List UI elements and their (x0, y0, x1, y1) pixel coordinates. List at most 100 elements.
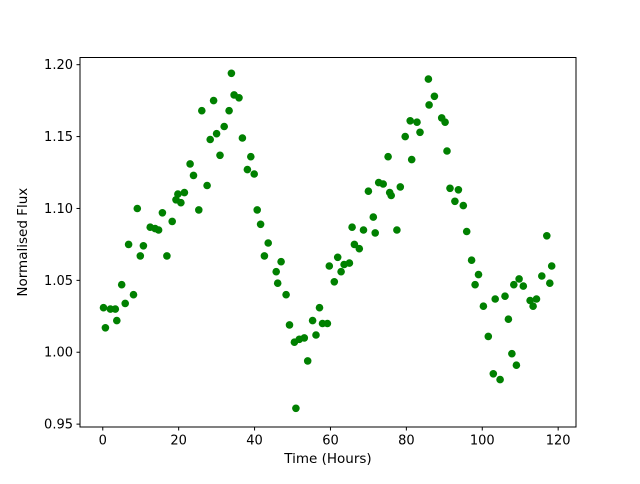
data-point (443, 147, 451, 155)
data-point (333, 253, 342, 262)
data-point (532, 295, 541, 303)
y-axis-label: Normalised Flux (15, 188, 31, 297)
y-axis-ticks (76, 64, 80, 425)
data-point (489, 370, 498, 378)
data-point (519, 282, 528, 290)
data-point (315, 303, 324, 312)
data-point (484, 332, 493, 341)
data-point (471, 280, 479, 289)
data-point (312, 331, 320, 339)
data-point (459, 201, 468, 210)
data-point (508, 349, 516, 358)
data-point (308, 316, 317, 325)
data-point (337, 267, 345, 276)
data-point (292, 404, 300, 413)
data-point (303, 357, 312, 365)
data-point (99, 303, 108, 312)
data-point (510, 280, 518, 289)
y-tick-label: 1.10 (44, 202, 73, 217)
x-tick-label: 20 (170, 434, 187, 449)
data-point (124, 240, 133, 249)
data-point (260, 252, 269, 260)
data-point (474, 270, 483, 279)
x-axis-label: Time (Hours) (283, 451, 371, 467)
data-point (256, 220, 265, 229)
data-point (467, 256, 476, 265)
data-point (348, 223, 356, 231)
data-point (139, 242, 148, 250)
x-tick-label: 120 (546, 434, 571, 449)
data-point (454, 186, 463, 194)
data-point (158, 209, 167, 217)
data-point (113, 316, 121, 325)
data-point (250, 170, 258, 178)
y-tick-label: 1.00 (44, 346, 73, 361)
data-point (272, 267, 281, 276)
data-point (547, 262, 556, 270)
data-point (504, 315, 513, 324)
y-tick-label: 0.95 (44, 418, 73, 433)
data-point (441, 118, 449, 126)
data-point (355, 244, 364, 253)
data-point (133, 204, 142, 213)
data-point (163, 252, 171, 260)
data-point (425, 101, 433, 109)
data-point (101, 324, 110, 332)
x-tick-label: 60 (322, 434, 339, 449)
data-point (393, 226, 401, 234)
data-point (416, 128, 424, 137)
data-point (300, 334, 309, 342)
data-point (186, 160, 194, 168)
data-point (369, 213, 378, 221)
data-point (543, 232, 551, 240)
data-point (451, 197, 459, 206)
data-point (247, 152, 255, 161)
data-point (371, 229, 380, 237)
data-point (225, 106, 233, 115)
data-point (330, 278, 339, 286)
data-point (384, 152, 392, 161)
data-point (117, 280, 126, 289)
data-point (111, 305, 120, 313)
data-point (154, 226, 163, 234)
data-point (401, 132, 410, 141)
data-point (243, 165, 252, 174)
data-point (206, 135, 214, 144)
data-point (285, 321, 294, 329)
data-point (273, 279, 282, 288)
data-point (538, 272, 546, 280)
data-point (168, 217, 176, 226)
data-point (277, 257, 285, 266)
data-point (501, 292, 509, 301)
data-point (129, 290, 138, 299)
data-point (529, 302, 537, 311)
x-tick-label: 80 (398, 434, 415, 449)
data-point (345, 259, 354, 267)
data-point (238, 134, 247, 142)
data-point (325, 262, 334, 270)
scatter-points (99, 69, 556, 413)
data-point (264, 239, 273, 247)
data-point (136, 252, 145, 260)
data-point (220, 122, 228, 131)
data-point (424, 75, 433, 83)
data-point (396, 183, 405, 191)
data-point (512, 361, 521, 370)
x-axis-tick-labels: 0 20 40 60 80 100 120 (99, 434, 571, 449)
data-point (446, 184, 454, 193)
data-point (496, 375, 504, 384)
data-point (462, 227, 471, 236)
data-point (282, 290, 290, 299)
data-point (253, 206, 261, 214)
data-point (174, 190, 182, 198)
data-point (235, 94, 243, 102)
data-point (430, 92, 439, 101)
data-point (479, 302, 488, 311)
plot-area-border (79, 57, 577, 428)
data-point (216, 151, 224, 160)
data-point (546, 279, 554, 288)
y-tick-label: 1.20 (44, 58, 73, 73)
data-point (212, 129, 221, 138)
